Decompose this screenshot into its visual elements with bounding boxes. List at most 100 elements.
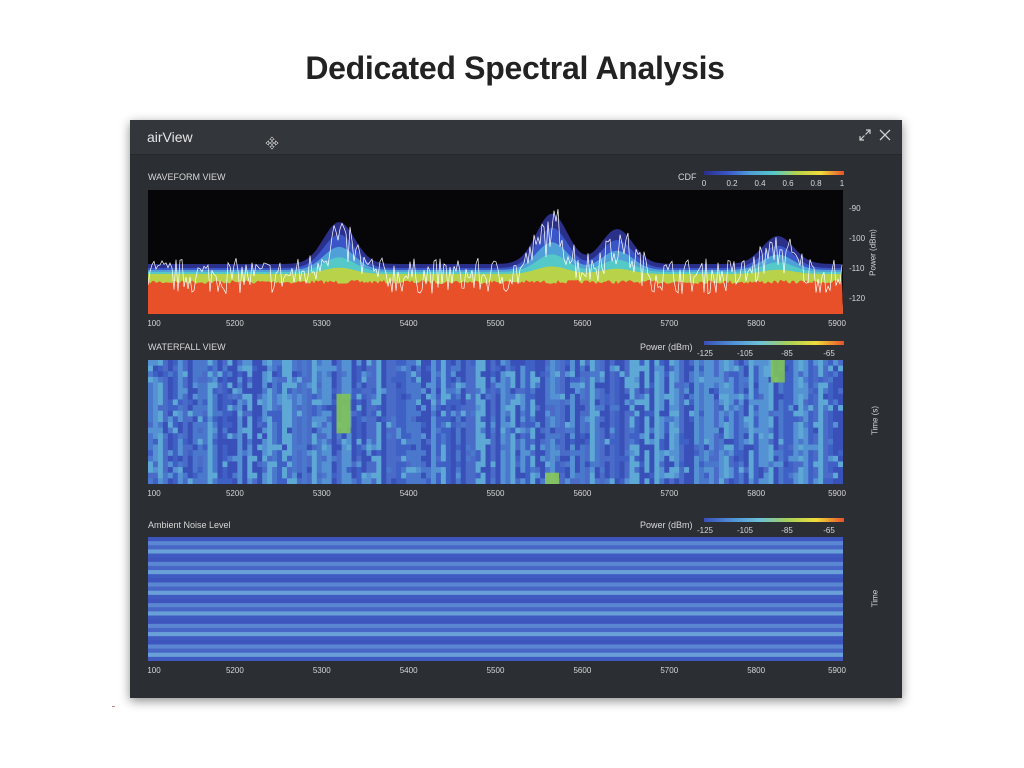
waterfall-cell bbox=[748, 461, 754, 468]
waterfall-cell bbox=[366, 393, 372, 400]
waterfall-cell bbox=[520, 360, 526, 366]
waterfall-cell bbox=[828, 399, 834, 406]
waterfall-cell bbox=[411, 388, 417, 395]
waterfall-cell bbox=[326, 376, 332, 383]
waterfall-cell bbox=[540, 450, 546, 457]
waterfall-cell bbox=[356, 405, 362, 412]
waterfall-cell bbox=[574, 382, 581, 389]
ambient-noise-plot[interactable] bbox=[148, 537, 843, 661]
waterfall-cell bbox=[525, 438, 531, 445]
waterfall-cell bbox=[341, 478, 347, 484]
waterfall-cell bbox=[490, 416, 496, 423]
ambient-color-scale bbox=[704, 518, 844, 522]
waterfall-cell bbox=[520, 376, 526, 383]
waterfall-cell bbox=[803, 360, 809, 366]
waterfall-cell bbox=[291, 416, 298, 423]
waterfall-cell bbox=[649, 422, 655, 428]
waterfall-cell bbox=[167, 393, 174, 400]
waterfall-cell bbox=[361, 360, 367, 366]
waterfall-cell bbox=[177, 365, 184, 372]
waterfall-cell bbox=[505, 444, 511, 451]
waterfall-cell bbox=[515, 422, 521, 428]
waterfall-cell bbox=[535, 393, 541, 400]
waterfall-cell bbox=[629, 455, 635, 462]
waterfall-cell bbox=[440, 438, 447, 445]
waterfall-cell bbox=[574, 360, 581, 366]
waterfall-cell bbox=[445, 455, 452, 462]
waterfall-cell bbox=[411, 360, 417, 366]
waterfall-cell bbox=[634, 405, 640, 412]
waterfall-cell bbox=[257, 433, 263, 440]
waterfall-cell bbox=[406, 444, 412, 451]
waterfall-cell bbox=[480, 444, 486, 451]
waterfall-cell bbox=[664, 444, 670, 451]
waterfall-cell bbox=[589, 405, 596, 412]
waterfall-cell bbox=[272, 472, 278, 479]
waterfall-cell bbox=[212, 472, 218, 479]
waterfall-cell bbox=[406, 455, 412, 462]
waterfall-cell bbox=[515, 399, 521, 406]
waterfall-cell bbox=[416, 360, 422, 366]
waterfall-cell bbox=[148, 433, 154, 440]
waterfall-cell bbox=[753, 365, 759, 372]
waterfall-cell bbox=[793, 405, 799, 412]
waterfall-cell bbox=[818, 405, 824, 412]
waterfall-cell bbox=[624, 371, 630, 378]
waterfall-cell bbox=[222, 438, 228, 445]
waterfall-cell bbox=[684, 360, 690, 366]
waterfall-cell bbox=[430, 455, 437, 462]
waterfall-cell bbox=[659, 427, 665, 434]
waterfall-cell bbox=[748, 427, 754, 434]
waterfall-cell bbox=[738, 422, 745, 428]
waterfall-cell bbox=[396, 360, 402, 366]
waterfall-cell bbox=[833, 433, 839, 440]
waterfall-cell bbox=[351, 461, 357, 468]
waterfall-cell bbox=[525, 467, 531, 474]
waterfall-cell bbox=[609, 393, 615, 400]
waterfall-cell bbox=[232, 438, 238, 445]
waterfall-cell bbox=[614, 416, 620, 423]
waterfall-cell bbox=[773, 410, 779, 417]
window-titlebar[interactable]: airView bbox=[130, 120, 902, 155]
waterfall-cell bbox=[356, 478, 362, 484]
waterfall-cell bbox=[525, 388, 531, 395]
waterfall-cell bbox=[440, 416, 447, 423]
waterfall-cell bbox=[167, 399, 174, 406]
waterfall-cell bbox=[222, 450, 228, 457]
waterfall-cell bbox=[639, 371, 645, 378]
waterfall-cell bbox=[411, 438, 417, 445]
waterfall-cell bbox=[401, 405, 407, 412]
waterfall-cell bbox=[708, 438, 715, 445]
expand-icon[interactable] bbox=[858, 128, 872, 142]
waterfall-cell bbox=[217, 382, 223, 389]
waterfall-cell bbox=[674, 422, 680, 428]
waterfall-plot[interactable] bbox=[148, 360, 843, 484]
waterfall-cell bbox=[167, 455, 174, 462]
waveform-plot[interactable] bbox=[148, 190, 843, 314]
waterfall-cell bbox=[704, 422, 710, 428]
waterfall-cell bbox=[743, 399, 749, 406]
waterfall-cell bbox=[748, 388, 754, 395]
signal-hotspot bbox=[336, 393, 351, 434]
waterfall-cell bbox=[624, 438, 630, 445]
waterfall-cell bbox=[401, 388, 407, 395]
waterfall-cell bbox=[634, 444, 640, 451]
waterfall-cell bbox=[565, 360, 571, 366]
waterfall-cell bbox=[291, 438, 298, 445]
waterfall-cell bbox=[619, 360, 625, 366]
waterfall-cell bbox=[818, 444, 824, 451]
waterfall-cell bbox=[406, 438, 412, 445]
waterfall-cell bbox=[356, 422, 362, 428]
waterfall-cell bbox=[828, 388, 834, 395]
waterfall-cell bbox=[242, 360, 248, 366]
waterfall-cell bbox=[426, 461, 432, 468]
waterfall-cell bbox=[515, 365, 521, 372]
waterfall-cell bbox=[713, 478, 720, 484]
waterfall-cell bbox=[694, 467, 700, 474]
waterfall-cell bbox=[232, 410, 238, 417]
waterfall-cell bbox=[475, 478, 481, 484]
waterfall-cell bbox=[634, 422, 640, 428]
close-icon[interactable] bbox=[878, 128, 892, 142]
waterfall-cell bbox=[599, 416, 606, 423]
waterfall-cell bbox=[192, 472, 198, 479]
